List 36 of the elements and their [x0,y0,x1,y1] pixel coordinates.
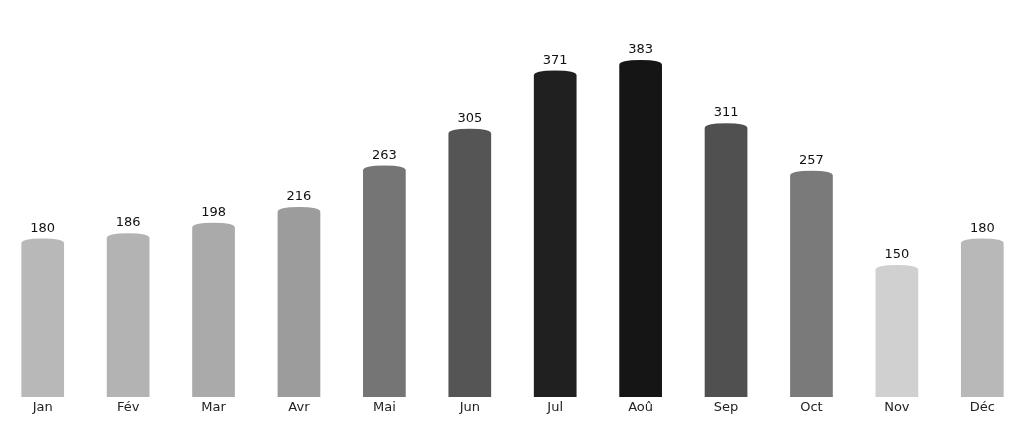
x-tick-label: Avr [288,399,311,414]
data-label: 263 [371,146,397,162]
data-label: 311 [713,104,739,120]
data-label: 150 [884,246,910,262]
bar [192,222,235,397]
x-tick-label: Fév [116,399,140,414]
x-tick-label: Sep [713,399,739,414]
data-label: 257 [799,151,824,167]
bar [704,123,748,397]
data-label: 180 [30,219,56,235]
bar [448,128,492,397]
bar [619,60,662,397]
data-label: 186 [115,214,141,230]
data-label: 383 [628,41,654,56]
bar [21,238,65,397]
x-tick-label: Jun [458,399,480,414]
data-label: 371 [542,51,568,67]
bar [875,265,919,397]
x-tick-label: Jul [546,399,564,414]
bar [960,238,1004,397]
x-tick-label: Mar [201,399,227,414]
x-tick-label: Déc [969,399,995,414]
x-tick-label: Mai [372,399,396,414]
data-label: 305 [457,109,483,125]
data-label: 180 [969,219,995,235]
x-tick-label: Aoû [628,399,654,414]
x-tick-label: Jan [31,399,53,414]
bar [106,233,150,397]
bar [363,165,406,397]
bar [533,70,577,397]
data-label: 216 [286,187,312,203]
x-tick-label: Oct [800,399,823,414]
bar [277,206,321,397]
bar [790,170,833,397]
data-label: 198 [201,203,226,219]
x-tick-label: Nov [884,399,910,414]
